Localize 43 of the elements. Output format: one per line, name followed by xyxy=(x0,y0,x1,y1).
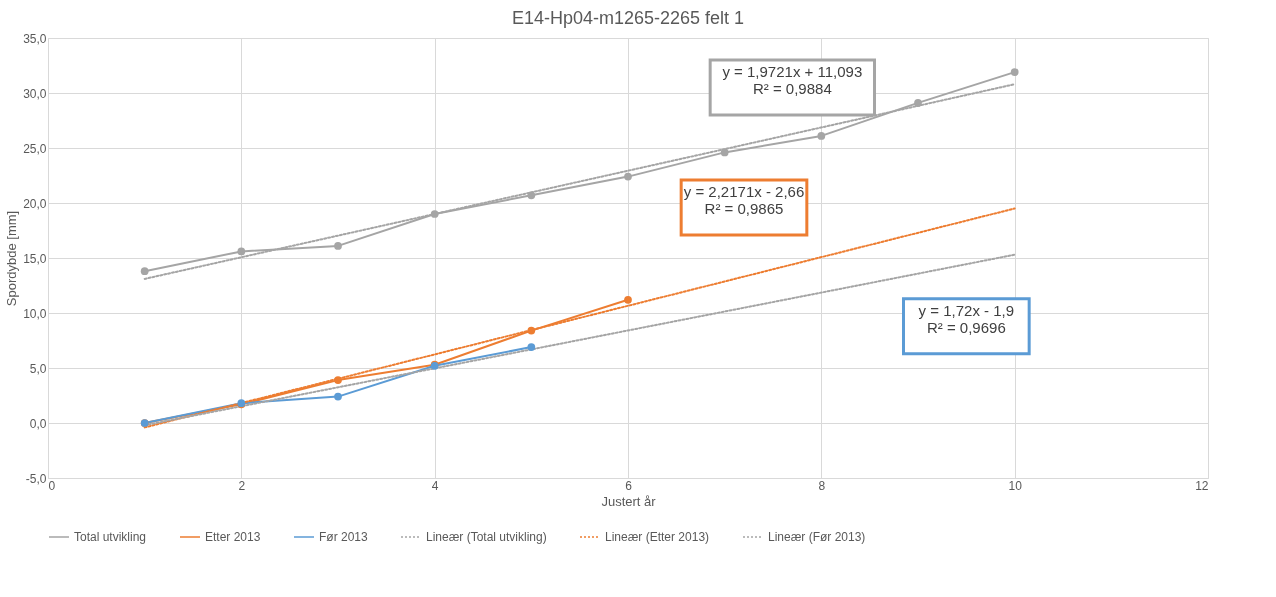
y-tick-label: 10,0 xyxy=(23,306,47,321)
x-tick-label: 4 xyxy=(431,478,439,493)
y-tick-label: -5,0 xyxy=(25,471,47,486)
point xyxy=(334,392,342,401)
legend-label: Lineær (Før 2013) xyxy=(768,530,866,544)
point xyxy=(914,99,922,107)
annotation: y = 2,2171x - 2,66 R² = 0,9865 xyxy=(683,183,805,218)
annotation: y = 1,72x - 1,9 R² = 0,9696 xyxy=(918,302,1015,337)
legend-label: Total utvikling xyxy=(74,530,147,544)
y-tick-label: 30,0 xyxy=(23,86,47,101)
y-tick-label: 5,0 xyxy=(29,361,47,376)
x-tick-label: 2 xyxy=(238,478,246,493)
point xyxy=(1010,68,1019,76)
point xyxy=(140,267,149,276)
point xyxy=(817,132,826,140)
legend-label: Før 2013 xyxy=(319,530,369,544)
point xyxy=(624,295,632,304)
point xyxy=(720,148,729,157)
y-tick-label: 20,0 xyxy=(23,196,47,211)
y-tick-label: 25,0 xyxy=(23,141,47,156)
chart-title: E14-Hp04-m1265-2265 felt 1 xyxy=(511,8,745,28)
point xyxy=(430,210,439,218)
point xyxy=(527,326,536,335)
point xyxy=(334,242,342,250)
x-tick-label: 12 xyxy=(1195,478,1209,493)
x-tick-label: 10 xyxy=(1008,478,1023,493)
annotation: y = 1,9721x + 11,093 R² = 0,9884 xyxy=(722,63,863,98)
y-axis-title: Spordybde [mm] xyxy=(4,210,20,307)
x-tick-label: 0 xyxy=(48,478,56,493)
x-tick-label: 6 xyxy=(625,478,633,493)
y-tick-label: 15,0 xyxy=(23,251,47,266)
point xyxy=(624,172,632,181)
point xyxy=(527,343,536,351)
x-axis-title: Justert år xyxy=(601,493,657,509)
point xyxy=(237,247,246,256)
legend-label: Lineær (Total utvikling) xyxy=(426,530,547,544)
y-tick-label: 35,0 xyxy=(23,31,47,46)
point xyxy=(527,191,536,200)
y-tick-label: 0,0 xyxy=(29,416,47,431)
legend-label: Etter 2013 xyxy=(205,530,261,544)
x-tick-label: 8 xyxy=(818,478,826,493)
point xyxy=(334,376,342,384)
legend-label: Lineær (Etter 2013) xyxy=(605,530,710,544)
